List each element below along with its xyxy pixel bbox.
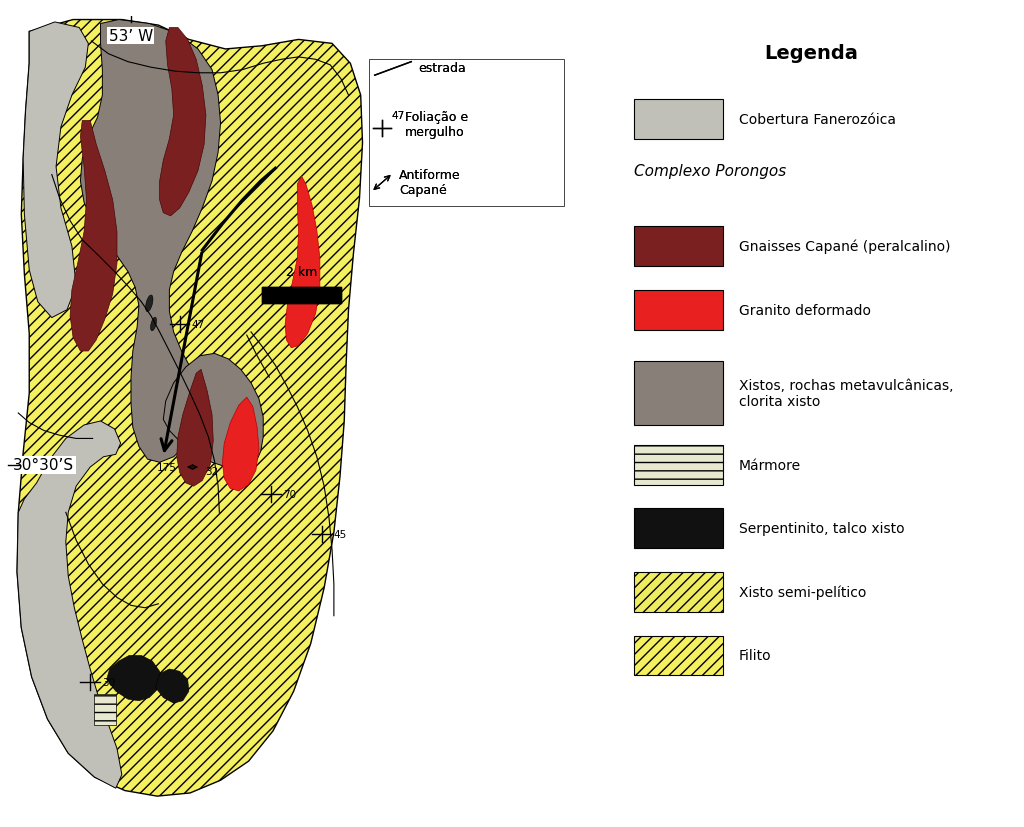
Polygon shape xyxy=(17,422,122,788)
Polygon shape xyxy=(285,177,319,348)
Text: 53’ W: 53’ W xyxy=(109,29,154,44)
Polygon shape xyxy=(156,669,188,703)
Text: 30: 30 xyxy=(102,676,116,687)
Text: Foliação e
mergulho: Foliação e mergulho xyxy=(406,112,468,139)
Text: estrada: estrada xyxy=(419,62,466,74)
Polygon shape xyxy=(163,354,263,471)
Text: 32: 32 xyxy=(205,466,218,476)
Text: Cobertura Fanerozóica: Cobertura Fanerozóica xyxy=(738,112,896,127)
Bar xyxy=(634,572,723,612)
Ellipse shape xyxy=(151,318,157,332)
Polygon shape xyxy=(106,656,162,701)
Text: Gnaisses Capané (peralcalino): Gnaisses Capané (peralcalino) xyxy=(738,240,950,254)
Bar xyxy=(634,227,723,266)
Text: 47: 47 xyxy=(191,319,205,330)
Text: 45: 45 xyxy=(334,529,347,539)
Bar xyxy=(94,695,116,724)
Text: Xisto semi-pelítico: Xisto semi-pelítico xyxy=(738,585,866,600)
Bar xyxy=(634,362,723,425)
Text: Antiforme
Capané: Antiforme Capané xyxy=(399,170,461,198)
Text: Foliação e
mergulho: Foliação e mergulho xyxy=(406,112,468,139)
Text: Xistos, rochas metavulcânicas,
clorita xisto: Xistos, rochas metavulcânicas, clorita x… xyxy=(738,379,953,409)
Polygon shape xyxy=(17,21,362,796)
Text: estrada: estrada xyxy=(419,62,466,74)
Text: 47: 47 xyxy=(392,112,406,122)
Bar xyxy=(634,445,723,485)
Polygon shape xyxy=(70,122,117,351)
Text: 30°30’S: 30°30’S xyxy=(13,457,75,472)
Text: 2 km: 2 km xyxy=(286,265,317,279)
Text: Legenda: Legenda xyxy=(765,45,858,64)
Ellipse shape xyxy=(145,295,153,313)
Bar xyxy=(634,290,723,330)
Text: Antiforme
Capané: Antiforme Capané xyxy=(399,170,461,198)
Polygon shape xyxy=(177,370,213,486)
Text: Serpentinito, talco xisto: Serpentinito, talco xisto xyxy=(738,522,904,536)
Text: Mármore: Mármore xyxy=(738,458,801,472)
Text: Granito deformado: Granito deformado xyxy=(738,304,870,318)
Bar xyxy=(634,636,723,676)
Polygon shape xyxy=(81,21,220,463)
Polygon shape xyxy=(24,23,88,318)
Text: Complexo Porongos: Complexo Porongos xyxy=(634,164,785,179)
Text: 2 km: 2 km xyxy=(286,265,317,279)
Text: 175: 175 xyxy=(157,462,177,472)
Text: Filito: Filito xyxy=(738,648,771,662)
Text: 70: 70 xyxy=(284,490,296,500)
Polygon shape xyxy=(222,398,259,491)
Bar xyxy=(634,509,723,548)
Bar xyxy=(634,100,723,140)
Bar xyxy=(369,60,563,207)
Text: 47: 47 xyxy=(392,112,406,122)
Polygon shape xyxy=(160,28,206,217)
